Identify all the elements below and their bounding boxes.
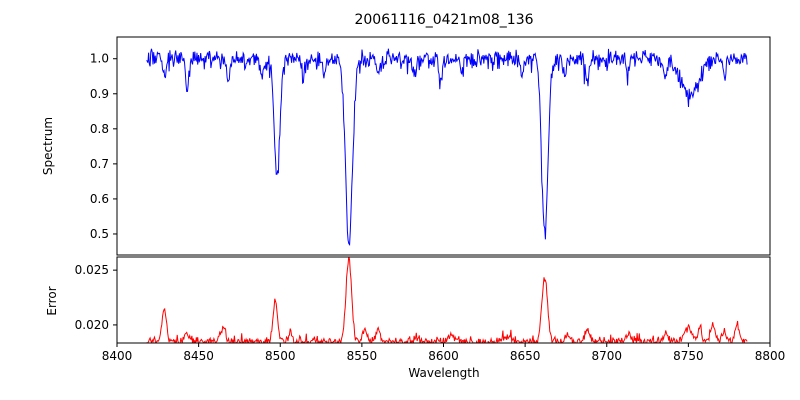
plot-title: 20061116_0421m08_136	[354, 12, 534, 28]
spectrum-y-tick-label: 0.8	[90, 122, 109, 136]
x-tick-label: 8700	[591, 349, 622, 363]
x-tick-label: 8550	[347, 349, 378, 363]
x-tick-label: 8500	[265, 349, 296, 363]
x-tick-label: 8450	[183, 349, 214, 363]
spectrum-y-tick-label: 0.5	[90, 227, 109, 241]
spectrum-line	[146, 48, 748, 247]
error-axes-frame	[116, 256, 771, 344]
error-y-tick-label: 0.020	[75, 318, 109, 332]
spectrum-y-tick-label: 1.0	[90, 52, 109, 66]
spectrum-y-tick-label: 0.9	[90, 87, 109, 101]
x-tick-label: 8750	[673, 349, 704, 363]
spectrum-axes-frame	[116, 36, 771, 256]
x-tick-label: 8800	[755, 349, 786, 363]
spectrum-y-tick-label: 0.6	[90, 192, 109, 206]
error-line	[146, 257, 748, 343]
error-y-tick-label: 0.025	[75, 263, 109, 277]
x-tick-label: 8650	[510, 349, 541, 363]
x-tick-label: 8400	[102, 349, 133, 363]
spectrum-y-tick-label: 0.7	[90, 157, 109, 171]
x-axis-label: Wavelength	[408, 366, 480, 380]
x-tick-label: 8600	[428, 349, 459, 363]
